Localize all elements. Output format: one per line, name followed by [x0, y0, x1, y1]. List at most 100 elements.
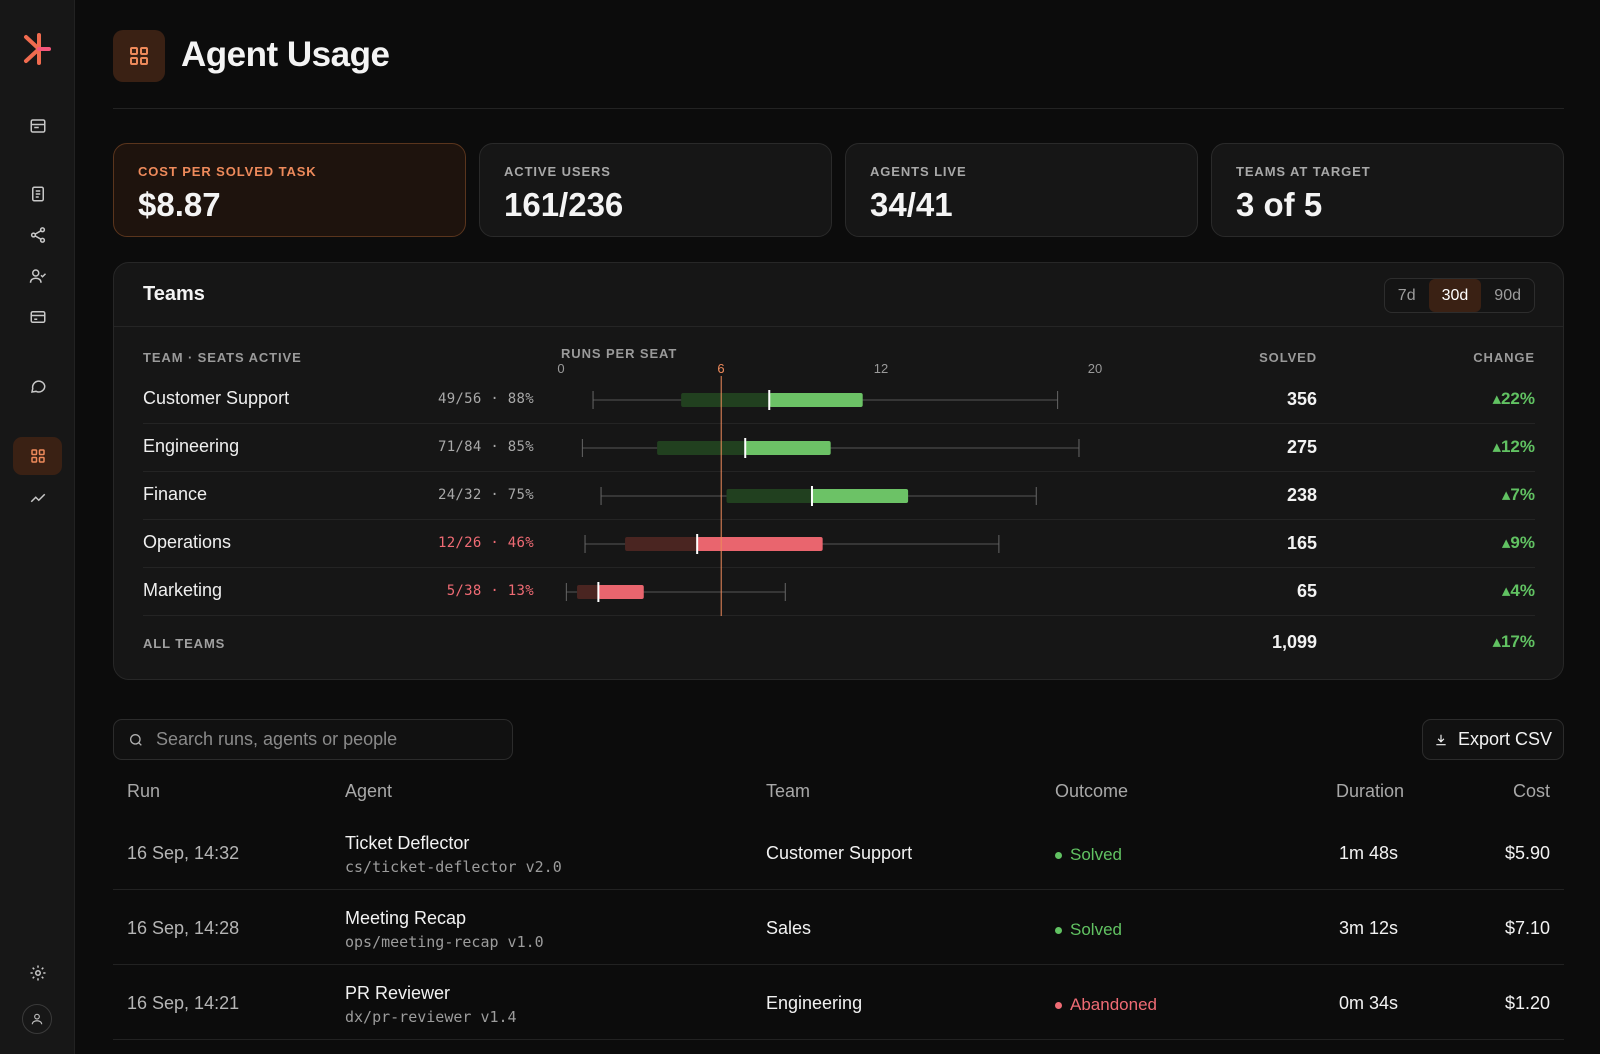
- box-lower: [657, 441, 746, 455]
- column-header-cost[interactable]: Cost: [1512, 781, 1550, 801]
- box-upper: [811, 489, 909, 503]
- team-seats: 5/38 · 13%: [446, 583, 534, 599]
- team-change: ▴12%: [1492, 437, 1535, 456]
- search-box: [113, 719, 513, 760]
- user-check-icon: [29, 269, 46, 283]
- kpi-card-cost-per-solved: COST PER SOLVED TASK $8.87: [113, 143, 466, 237]
- team-name: Marketing: [143, 580, 223, 600]
- run-outcome: Solved: [1055, 920, 1122, 940]
- box-upper: [745, 441, 831, 455]
- column-header-agent[interactable]: Agent: [345, 781, 393, 801]
- column-header-outcome[interactable]: Outcome: [1055, 781, 1129, 801]
- column-header-runs-per-seat: RUNS PER SEAT: [561, 346, 678, 361]
- range-tab-30d[interactable]: 30d: [1428, 279, 1482, 312]
- runs-per-seat-chart: [565, 376, 1080, 616]
- sidebar-item-agent-usage[interactable]: [13, 437, 62, 475]
- axis-tick: 20: [1087, 361, 1103, 376]
- sidebar-item-chat[interactable]: [13, 367, 62, 405]
- row-divider: [143, 423, 1535, 424]
- trend-icon: [30, 493, 45, 503]
- row-divider: [113, 889, 1564, 890]
- row-divider: [143, 567, 1535, 568]
- sidebar-item-users[interactable]: [13, 257, 62, 295]
- run-outcome-label: Solved: [1070, 845, 1122, 864]
- sidebar-item-settings[interactable]: [13, 954, 62, 992]
- team-solved: 275: [1286, 437, 1317, 457]
- run-outcome-label: Solved: [1070, 920, 1122, 939]
- page-icon: [113, 30, 165, 82]
- kpi-label: COST PER SOLVED TASK: [138, 164, 317, 179]
- column-header-team[interactable]: Team: [766, 781, 811, 801]
- team-row-operations[interactable]: Operations 12/26 · 46% 165 ▴9%: [143, 520, 1535, 568]
- sidebar-item-inbox[interactable]: [13, 107, 62, 145]
- run-agent-id: ops/meeting-recap v1.0: [345, 933, 544, 951]
- kpi-card-teams-at-target: TEAMS AT TARGET 3 of 5: [1211, 143, 1564, 237]
- team-name: Operations: [143, 532, 232, 552]
- document-icon: [31, 186, 44, 202]
- page-title: Agent Usage: [181, 35, 390, 74]
- share-icon: [30, 227, 45, 243]
- team-change: ▴22%: [1492, 389, 1535, 408]
- run-team: Sales: [766, 918, 812, 938]
- run-time: 16 Sep, 14:21: [127, 993, 240, 1013]
- run-row[interactable]: 16 Sep, 14:32 Ticket Deflector cs/ticket…: [113, 815, 1564, 890]
- sidebar-item-analytics[interactable]: [13, 479, 62, 517]
- logo-icon: [24, 33, 51, 65]
- range-tab-90d[interactable]: 90d: [1494, 287, 1521, 304]
- run-outcome: Solved: [1055, 845, 1122, 865]
- chat-icon: [30, 380, 46, 393]
- run-agent-name: PR Reviewer: [345, 983, 451, 1003]
- run-duration: 3m 12s: [1338, 918, 1398, 938]
- status-dot: [1055, 851, 1062, 859]
- kpi-label: TEAMS AT TARGET: [1236, 164, 1371, 179]
- run-agent-name: Meeting Recap: [345, 908, 467, 928]
- kpi-label: ACTIVE USERS: [504, 164, 611, 179]
- run-agent-id: dx/pr-reviewer v1.4: [345, 1008, 517, 1026]
- box-lower: [625, 537, 698, 551]
- sidebar-item-share[interactable]: [13, 216, 62, 254]
- run-cost: $5.90: [1504, 843, 1550, 863]
- team-seats: 12/26 · 46%: [437, 535, 534, 551]
- row-divider: [113, 1039, 1564, 1040]
- all-teams-label: ALL TEAMS: [143, 636, 226, 651]
- team-row-finance[interactable]: Finance 24/32 · 75% 238 ▴7%: [143, 472, 1535, 520]
- column-header-change: CHANGE: [1473, 350, 1535, 365]
- team-change: ▴4%: [1501, 581, 1535, 600]
- user-avatar-button[interactable]: [22, 1004, 52, 1034]
- team-solved: 65: [1296, 581, 1317, 601]
- card-icon: [30, 311, 45, 323]
- column-header-run[interactable]: Run: [127, 781, 161, 801]
- kpi-value: 34/41: [870, 186, 953, 223]
- all-teams-change: ▴17%: [1492, 632, 1535, 651]
- team-row-marketing[interactable]: Marketing 5/38 · 13% 65 ▴4%: [143, 568, 1535, 616]
- export-csv-button[interactable]: Export CSV: [1422, 719, 1564, 760]
- run-row[interactable]: 16 Sep, 14:21 PR Reviewer dx/pr-reviewer…: [113, 965, 1564, 1040]
- kpi-card-active-users: ACTIVE USERS 161/236: [479, 143, 832, 237]
- row-divider: [113, 964, 1564, 965]
- user-icon: [31, 1013, 43, 1025]
- search-input[interactable]: [156, 729, 496, 750]
- team-name: Customer Support: [143, 388, 290, 408]
- range-tab-7d[interactable]: 7d: [1397, 287, 1416, 304]
- row-divider: [143, 519, 1535, 520]
- kpi-value: 161/236: [504, 186, 624, 223]
- team-row-engineering[interactable]: Engineering 71/84 · 85% 275 ▴12%: [143, 424, 1535, 472]
- team-name: Engineering: [143, 436, 240, 456]
- grid-icon: [130, 47, 148, 65]
- team-name: Finance: [143, 484, 208, 504]
- sidebar-item-documents[interactable]: [13, 175, 62, 213]
- row-divider: [143, 615, 1535, 616]
- kpi-value: 3 of 5: [1236, 186, 1323, 223]
- kpi-value: $8.87: [138, 186, 221, 223]
- run-team: Customer Support: [766, 843, 913, 863]
- team-row-customer-support[interactable]: Customer Support 49/56 · 88% 356 ▴22%: [143, 376, 1535, 424]
- box-upper: [697, 537, 823, 551]
- run-duration: 1m 48s: [1338, 843, 1398, 863]
- range-selector: 7d 30d 90d: [1383, 278, 1535, 313]
- run-time: 16 Sep, 14:28: [127, 918, 240, 938]
- column-header-duration[interactable]: Duration: [1335, 781, 1404, 801]
- run-cost: $1.20: [1504, 993, 1550, 1013]
- sidebar-item-billing[interactable]: [13, 298, 62, 336]
- run-row[interactable]: 16 Sep, 14:28 Meeting Recap ops/meeting-…: [113, 890, 1564, 965]
- box-lower: [681, 393, 770, 407]
